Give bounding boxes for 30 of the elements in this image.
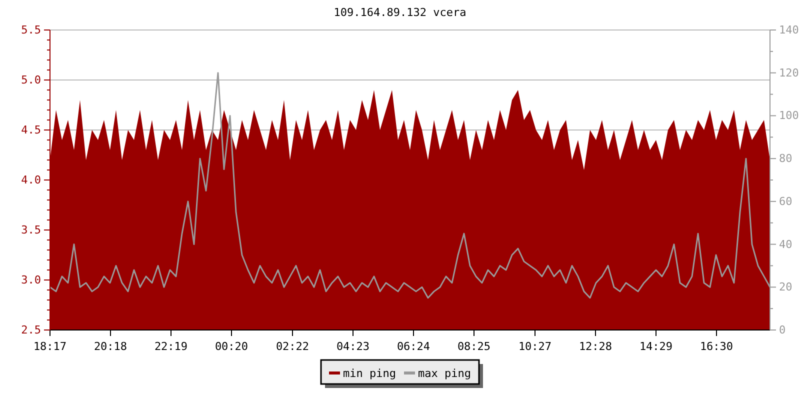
- y-tick-label: 3.5: [21, 224, 41, 237]
- y-tick-label: 4.5: [21, 124, 41, 137]
- x-tick-label: 20:18: [94, 340, 128, 353]
- x-tick-label: 22:19: [154, 340, 188, 353]
- x-tick-label: 08:25: [457, 340, 491, 353]
- y2-tick-label: 80: [779, 152, 792, 166]
- x-tick-label: 12:28: [578, 340, 612, 353]
- x-tick-label: 06:24: [396, 340, 430, 353]
- y2-tick-label: 20: [779, 280, 792, 294]
- y-tick-label: 5.0: [21, 74, 41, 87]
- x-tick-label: 02:22: [276, 340, 310, 353]
- y2-tick-label: 120: [779, 66, 799, 80]
- x-tick-label: 00:20: [214, 340, 248, 353]
- x-tick-label: 10:27: [518, 340, 552, 353]
- legend-label: max ping: [418, 367, 471, 380]
- x-tick-label: 04:23: [336, 340, 370, 353]
- x-tick-label: 16:30: [700, 340, 734, 353]
- legend-label: min ping: [343, 367, 396, 380]
- x-tick-label: 18:17: [33, 340, 67, 353]
- y2-tick-label: 140: [779, 24, 799, 37]
- y2-tick-label: 100: [779, 109, 799, 122]
- y2-tick-label: 60: [779, 194, 792, 208]
- y2-tick-label: 0: [779, 324, 786, 337]
- y-tick-label: 3.0: [21, 274, 41, 287]
- y-tick-label: 5.5: [21, 24, 41, 37]
- y-tick-label: 2.5: [21, 324, 41, 337]
- y2-tick-label: 40: [779, 238, 792, 251]
- y-tick-label: 4.0: [21, 174, 41, 187]
- chart-title: 109.164.89.132 vcera: [334, 6, 466, 19]
- x-tick-label: 14:29: [639, 340, 673, 353]
